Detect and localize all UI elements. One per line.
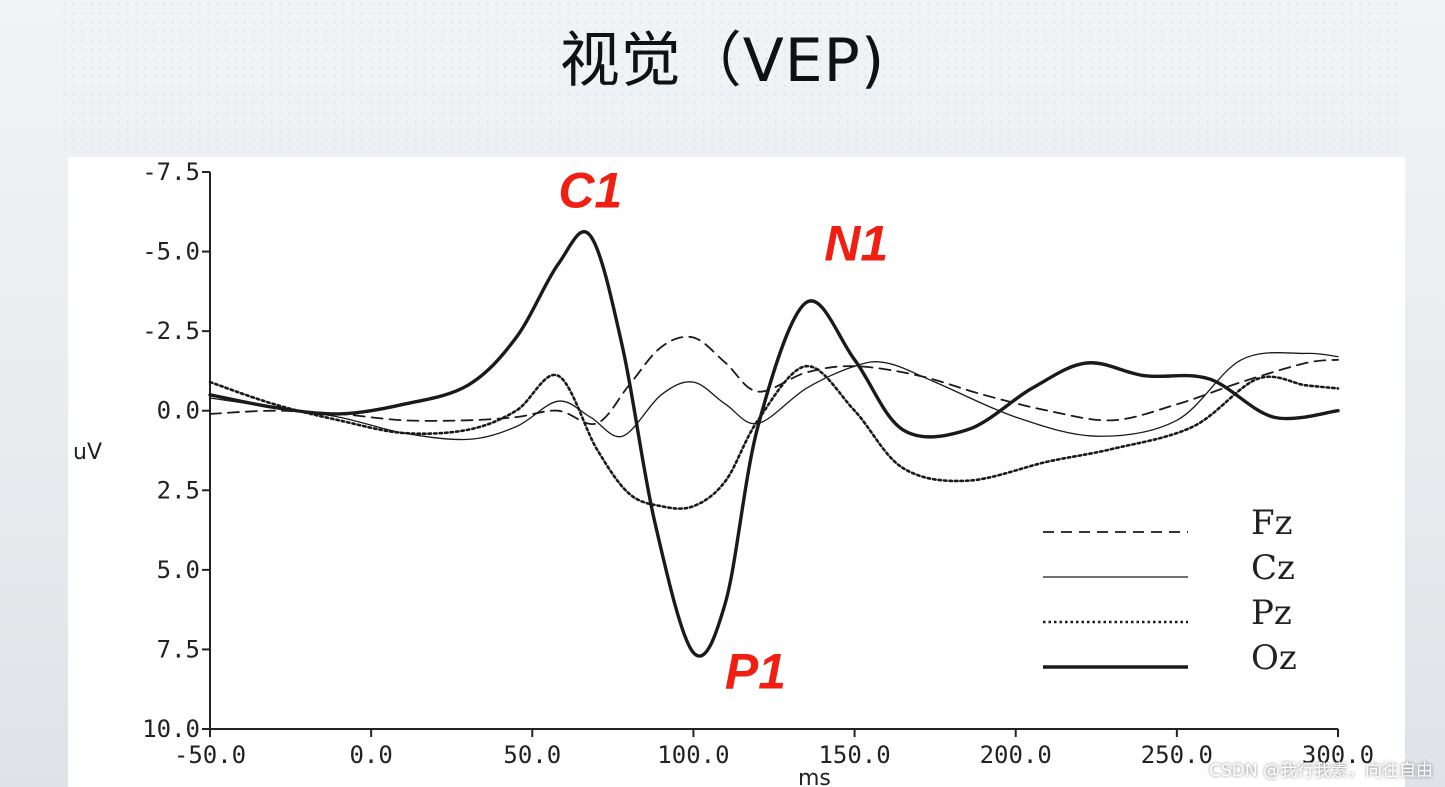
y-tick-label: 7.5 [157,635,200,663]
y-tick-label: -7.5 [142,158,200,186]
x-tick-label: 300.0 [1302,741,1374,769]
slide-title: 视觉（VEP) [559,26,886,96]
y-tick-label: 5.0 [157,556,200,584]
watermark: CSDN @我行我素，向往自由 [1209,761,1433,781]
x-tick-label: 150.0 [818,741,890,769]
chart-axes [209,172,1338,730]
y-axis-label: uV [73,440,102,465]
chart-legend: Fz Cz Pz Oz [1043,503,1297,678]
y-tick-label: -2.5 [142,317,200,345]
chart-panel: -7.5 -5.0 -2.5 0.0 2.5 5.0 7.5 10.0 -50.0 0.0 50.0… [68,157,1405,787]
x-axis-label: ms [798,766,831,787]
x-tick-label: 50.0 [503,741,561,769]
x-tick-label: 250.0 [1141,741,1213,769]
x-tick-label: 100.0 [657,741,729,769]
series-line-fz [209,335,1339,426]
x-tick-label: 200.0 [980,741,1052,769]
chart-annotations: C1 N1 P1 [558,163,888,700]
background-texture [60,0,1400,150]
y-tick-label: 0.0 [157,397,200,425]
y-tick-label: 2.5 [157,476,200,504]
annotation-c1: C1 [558,163,622,219]
legend-label-fz: Fz [1251,503,1293,543]
legend-label-cz: Cz [1251,548,1295,588]
series-line-pz [208,364,1340,510]
x-tick-label: -50.0 [174,741,246,769]
y-tick-label: -5.0 [142,238,200,266]
chart-series [208,230,1340,658]
annotation-p1: P1 [725,644,786,700]
series-line-cz [209,351,1339,441]
legend-label-pz: Pz [1251,593,1292,633]
chart-ticks: -7.5 -5.0 -2.5 0.0 2.5 5.0 7.5 10.0-50.0 0.0 50.0… [142,158,1374,769]
vep-line-chart: -7.5 -5.0 -2.5 0.0 2.5 5.0 7.5 10.0-50.0 0.0 50.0… [73,158,1374,787]
series-line-oz [208,230,1340,658]
annotation-n1: N1 [824,215,888,271]
legend-label-oz: Oz [1251,638,1297,678]
y-tick-label: 10.0 [142,715,200,743]
x-tick-label: 0.0 [349,741,392,769]
